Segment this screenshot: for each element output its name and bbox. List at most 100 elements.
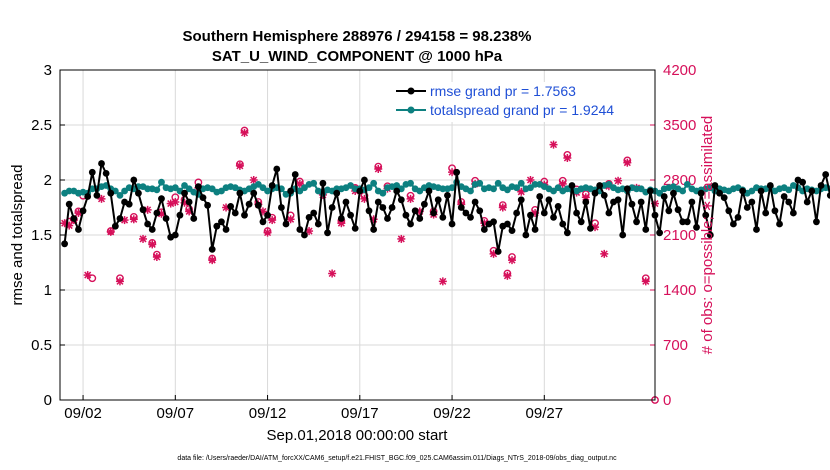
asterisk-stroke bbox=[116, 277, 124, 285]
obs-assimilated-marker bbox=[171, 198, 180, 206]
rmse-point bbox=[683, 218, 691, 226]
asterisk-stroke bbox=[130, 215, 138, 223]
rmse-point bbox=[587, 225, 594, 232]
x-tick-label: 09/12 bbox=[249, 405, 287, 422]
asterisk-stroke bbox=[236, 162, 244, 170]
obs-assimilated-marker bbox=[623, 158, 632, 167]
rmse-point bbox=[227, 203, 235, 210]
asterisk-stroke bbox=[508, 256, 516, 264]
rmse-point bbox=[411, 207, 419, 215]
rmse-point bbox=[351, 225, 359, 232]
rmse-point bbox=[204, 201, 211, 209]
rmse-point bbox=[356, 187, 364, 195]
asterisk-stroke bbox=[171, 198, 179, 206]
rmse-point bbox=[513, 209, 521, 217]
rmse-point bbox=[706, 231, 714, 239]
rmse-point bbox=[453, 168, 461, 176]
rmse-point bbox=[508, 227, 516, 235]
totalspread-point bbox=[476, 179, 484, 187]
asterisk-stroke bbox=[264, 229, 272, 237]
rmse-point bbox=[370, 226, 378, 233]
rmse-point bbox=[264, 211, 271, 219]
rmse-point bbox=[550, 214, 557, 221]
rmse-point bbox=[139, 206, 147, 214]
rmse-point bbox=[231, 209, 239, 217]
rmse-point bbox=[803, 198, 811, 206]
obs-assimilated-marker bbox=[614, 176, 623, 185]
rmse-point bbox=[135, 189, 142, 197]
rmse-point bbox=[596, 182, 604, 189]
rmse-point bbox=[517, 196, 525, 204]
x-tick-label: 09/27 bbox=[526, 405, 564, 422]
obs-assimilated-marker bbox=[295, 179, 304, 188]
rmse-point bbox=[766, 182, 774, 189]
asterisk-stroke bbox=[407, 195, 415, 203]
right-y-tick-label: 4200 bbox=[663, 62, 696, 79]
rmse-point bbox=[241, 211, 248, 219]
rmse-point bbox=[88, 168, 96, 176]
totalspread-point bbox=[679, 187, 687, 195]
rmse-point bbox=[730, 220, 737, 228]
rmse-point bbox=[646, 187, 654, 195]
rmse-point bbox=[817, 182, 825, 189]
rmse-point bbox=[789, 209, 797, 217]
rmse-point bbox=[522, 231, 530, 239]
obs-assimilated-marker bbox=[263, 228, 272, 237]
rmse-point bbox=[725, 207, 733, 215]
rmse-point bbox=[282, 220, 290, 228]
asterisk-stroke bbox=[268, 216, 276, 224]
right-y-tick-label: 0 bbox=[663, 392, 671, 409]
rmse-point bbox=[305, 214, 313, 221]
totalspread-point bbox=[467, 187, 474, 195]
left-y-tick-label: 0 bbox=[44, 392, 52, 409]
rmse-point bbox=[93, 192, 101, 199]
x-tick-label: 09/02 bbox=[64, 405, 102, 422]
obs-assimilated-marker bbox=[563, 154, 572, 162]
rmse-point bbox=[393, 187, 401, 195]
rmse-point bbox=[494, 248, 502, 255]
rmse-point bbox=[776, 220, 783, 228]
left-y-tick-label: 1 bbox=[44, 282, 52, 299]
obs-assimilated-marker bbox=[249, 176, 258, 184]
rmse-point bbox=[614, 196, 622, 204]
rmse-point bbox=[826, 192, 830, 199]
rmse-point bbox=[181, 189, 188, 197]
rmse-point bbox=[310, 209, 318, 217]
asterisk-stroke bbox=[121, 216, 129, 224]
legend: rmse grand pr = 1.7563 totalspread grand… bbox=[392, 82, 647, 122]
rmse-point bbox=[347, 211, 354, 219]
rmse-point bbox=[245, 200, 253, 208]
rmse-point bbox=[448, 220, 456, 228]
rmse-point bbox=[70, 215, 78, 222]
rmse-point bbox=[739, 187, 747, 195]
rmse-point bbox=[319, 179, 327, 187]
rmse-point bbox=[799, 178, 806, 186]
rmse-point bbox=[324, 229, 331, 237]
right-y-tick-label: 3500 bbox=[663, 117, 696, 134]
rmse-point bbox=[633, 218, 640, 226]
rmse-point bbox=[780, 193, 788, 200]
totalspread-point bbox=[513, 184, 521, 192]
rmse-series bbox=[61, 160, 830, 255]
rmse-point bbox=[333, 189, 341, 197]
rmse-point bbox=[762, 209, 770, 217]
rmse-point bbox=[808, 187, 816, 195]
totalspread-point bbox=[494, 179, 502, 187]
rmse-point bbox=[822, 171, 830, 178]
rmse-point bbox=[748, 198, 756, 206]
obs-assimilated-marker bbox=[549, 140, 558, 149]
obs-possible-marker bbox=[88, 274, 97, 283]
legend-box bbox=[392, 82, 647, 122]
rmse-point bbox=[504, 220, 511, 228]
rmse-point bbox=[79, 207, 87, 215]
asterisk-stroke bbox=[499, 203, 507, 212]
right-y-tick-label: 700 bbox=[663, 337, 688, 354]
rmse-point bbox=[116, 215, 124, 222]
chart-title-line2: SAT_U_WIND_COMPONENT @ 1000 hPa bbox=[212, 48, 503, 65]
asterisk-stroke bbox=[642, 277, 650, 285]
right-y-tick-label: 1400 bbox=[663, 282, 696, 299]
rmse-point bbox=[670, 189, 677, 197]
obs-assimilated-marker bbox=[157, 209, 166, 218]
rmse-point bbox=[222, 226, 230, 233]
rmse-point bbox=[462, 209, 470, 217]
